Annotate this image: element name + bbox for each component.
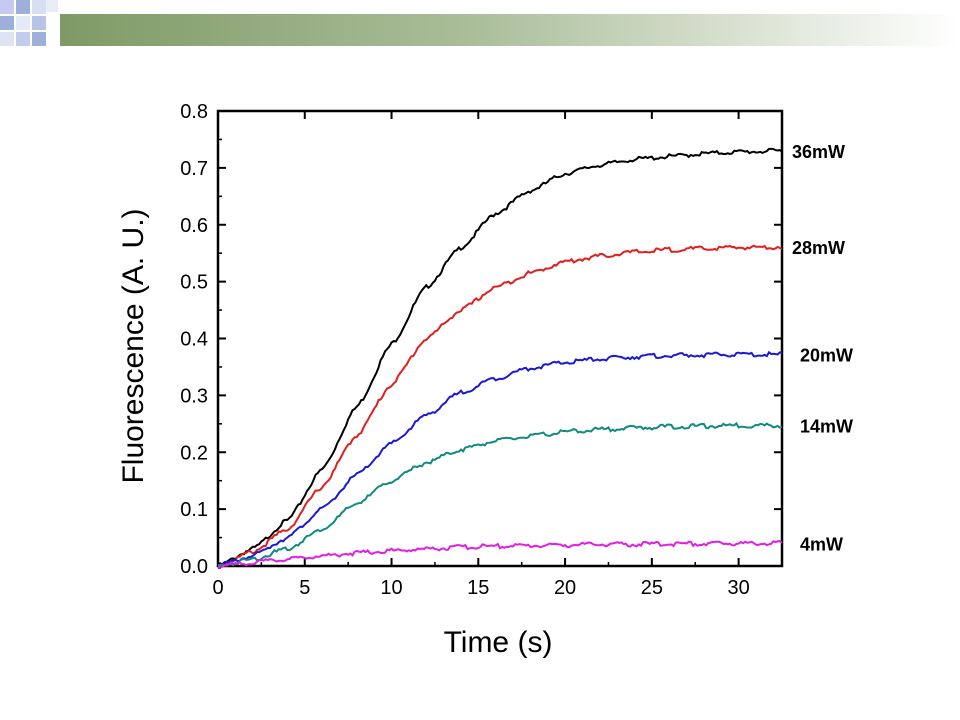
- x-tick-label: 5: [299, 577, 310, 599]
- y-tick-label: 0.3: [180, 385, 208, 407]
- y-tick-label: 0.6: [180, 215, 208, 237]
- plot-area: 0 5 10 15 20 25 30 0.0 0.1 0.2 0.3 0.4 0.5 0.6 0.7 0.8 3…: [180, 101, 853, 599]
- x-tick-label: 20: [554, 577, 576, 599]
- banner-bar: [60, 14, 960, 46]
- series-label: 20mW: [800, 345, 853, 365]
- x-tick-label: 15: [467, 577, 489, 599]
- y-tick-label: 0.0: [180, 556, 208, 578]
- y-axis-title: Fluorescence (A. U.): [117, 208, 150, 483]
- series-line: [217, 421, 783, 567]
- y-tick-label: 0.7: [180, 158, 208, 180]
- x-tick-label: 25: [641, 577, 663, 599]
- y-tick-label: 0.2: [180, 442, 208, 464]
- series-line: [217, 350, 783, 570]
- x-tick-label: 30: [727, 577, 749, 599]
- x-tick-label: 0: [212, 577, 223, 599]
- banner-squares: [0, 0, 58, 46]
- series-line: [217, 244, 783, 568]
- y-tick-label: 0.4: [180, 329, 208, 351]
- series-label: 4mW: [800, 534, 843, 554]
- series-label: 14mW: [800, 417, 853, 437]
- series-line: [217, 540, 783, 569]
- x-axis-title: Time (s): [444, 626, 553, 659]
- series-label: 36mW: [792, 142, 845, 162]
- y-tick-label: 0.8: [180, 101, 208, 123]
- series-line: [217, 147, 783, 567]
- title-banner: [0, 0, 960, 46]
- y-tick-label: 0.1: [180, 499, 208, 521]
- y-tick-label: 0.5: [180, 272, 208, 294]
- x-tick-label: 10: [380, 577, 402, 599]
- series-label: 28mW: [792, 238, 845, 258]
